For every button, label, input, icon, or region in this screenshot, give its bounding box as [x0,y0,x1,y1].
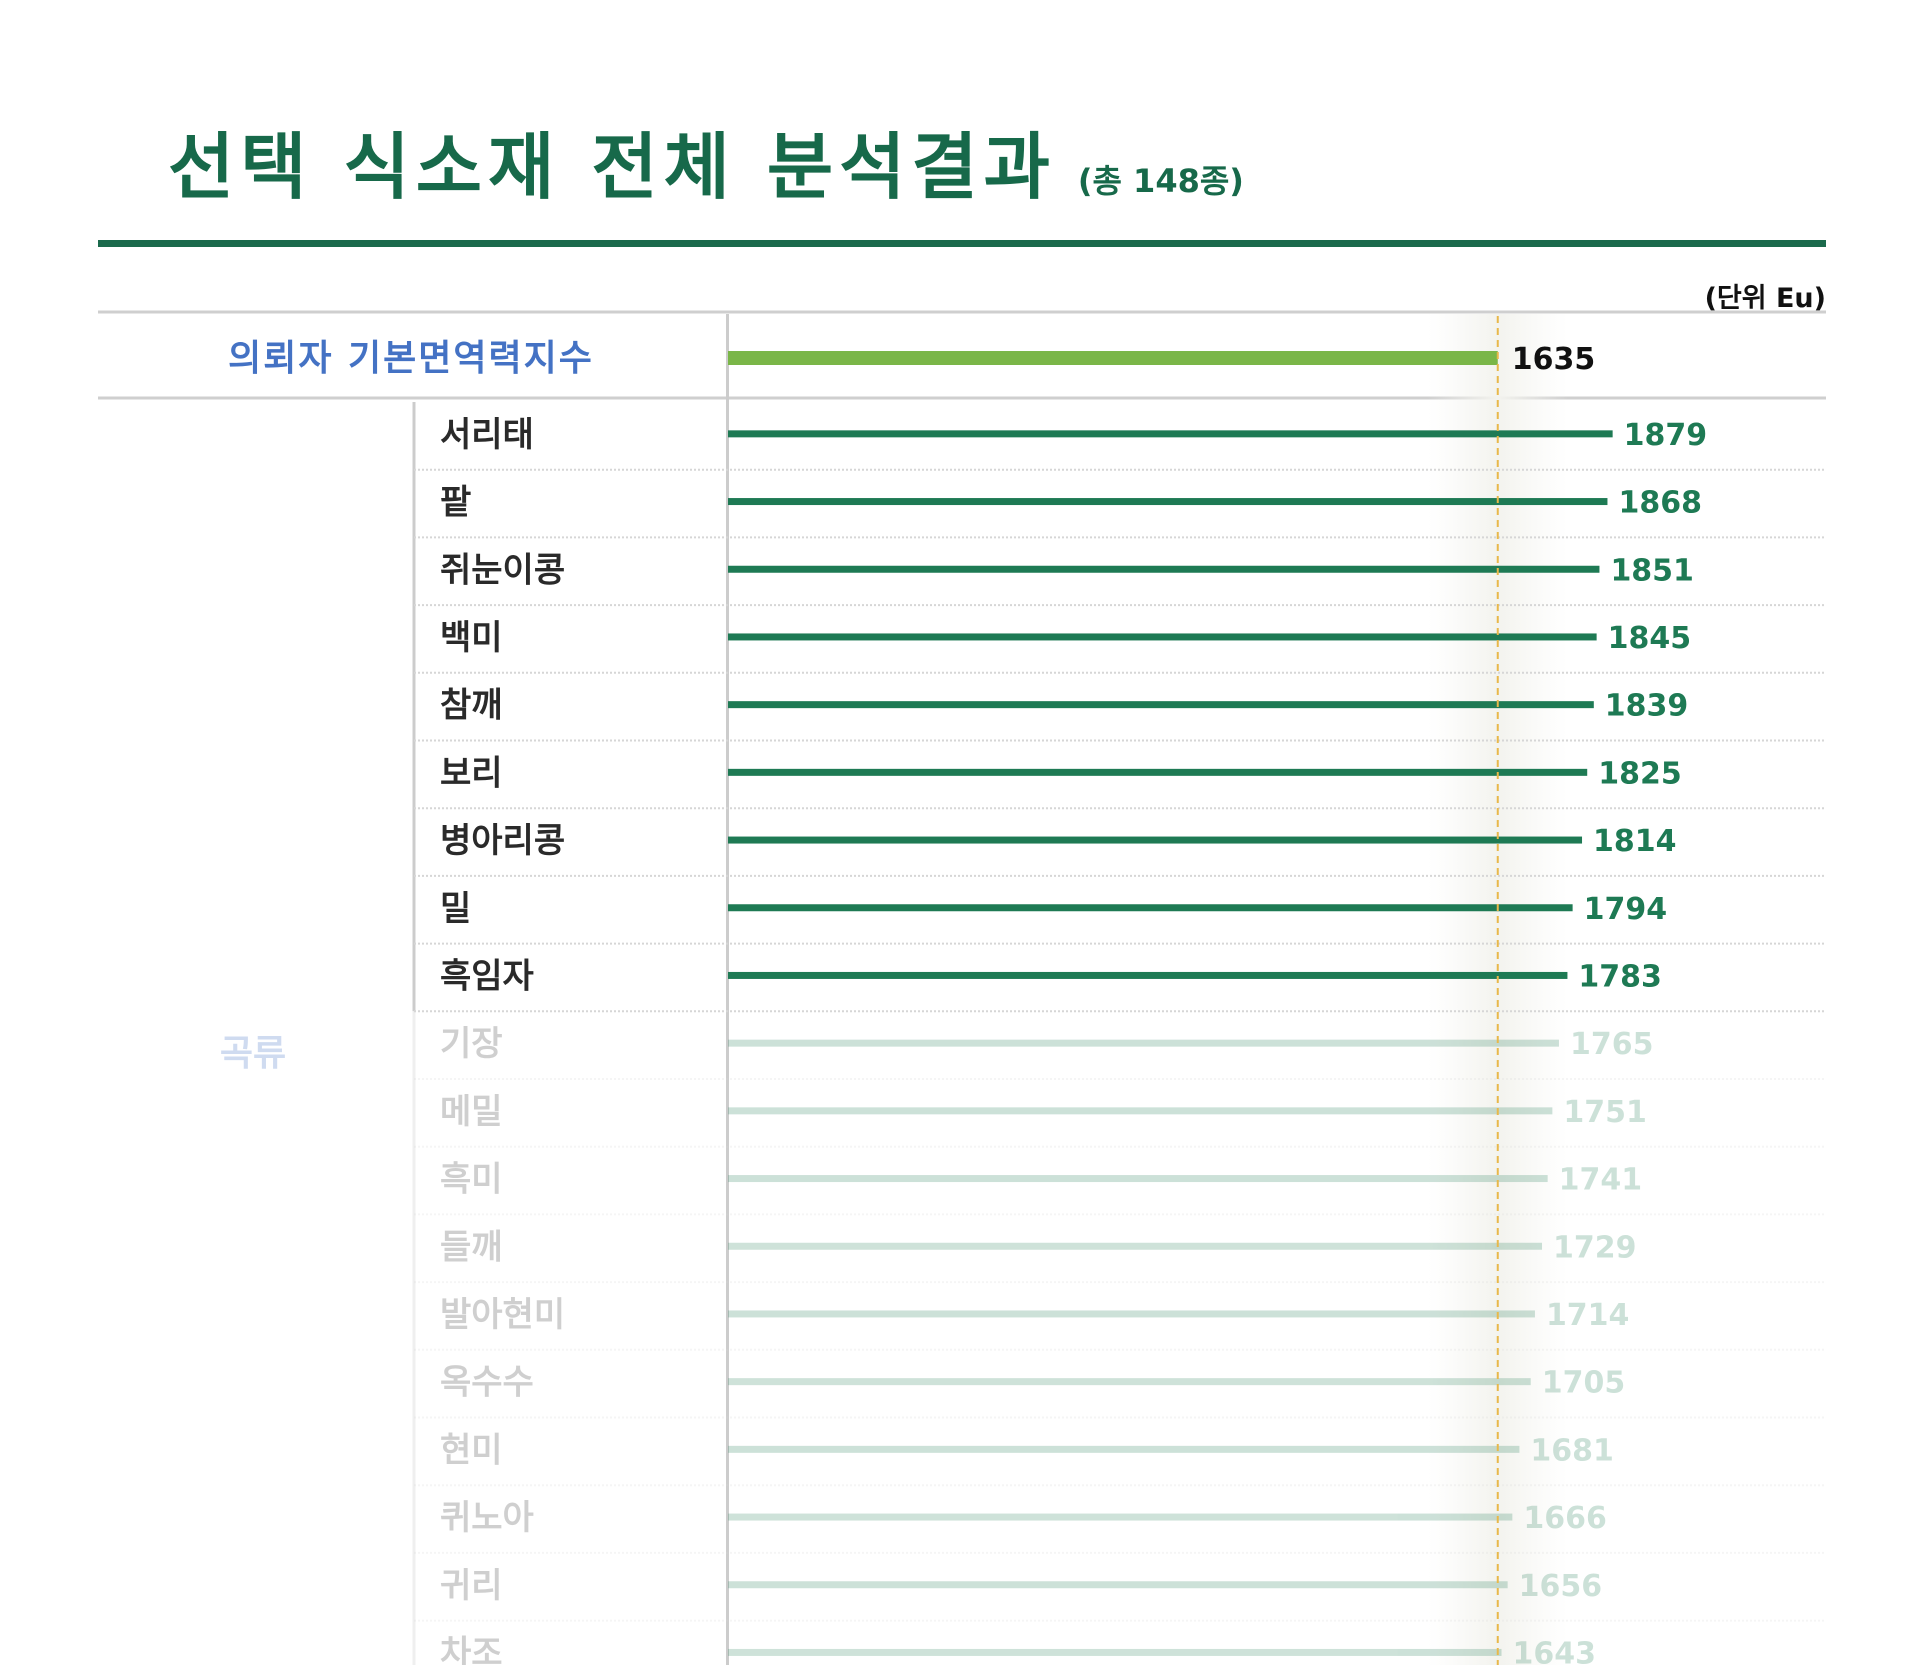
bar [728,836,1583,844]
bar [728,1445,1520,1453]
table-row: 옥수수 1705 [414,1363,1826,1419]
unit-label: (단위 Eu) [1704,283,1826,314]
category-label: 귀리 [440,1566,503,1606]
bar [728,971,1568,979]
bar [728,430,1613,438]
table-row: 귀리 1656 [414,1566,1826,1622]
category-label: 퀴노아 [440,1498,534,1538]
category-label: 메밀 [440,1092,503,1132]
reference-bar [728,351,1498,365]
category-label: 서리태 [440,415,534,455]
category-label: 옥수수 [440,1363,534,1403]
value-label: 1814 [1593,824,1677,859]
bar [728,1039,1559,1047]
table-row: 발아현미 1714 [414,1295,1826,1351]
bar [728,633,1597,641]
table-row: 퀴노아 1666 [414,1498,1826,1554]
title-divider [98,240,1826,247]
value-label: 1839 [1605,689,1689,724]
bar [728,701,1594,709]
table-row: 쥐눈이콩 1851 [414,550,1826,607]
table-row: 팥 1868 [414,483,1826,539]
category-label: 쥐눈이콩 [440,550,565,590]
category-label: 흑임자 [440,956,534,996]
bar [728,1513,1513,1521]
reference-value-label: 1635 [1512,342,1596,377]
value-label: 1765 [1570,1027,1654,1062]
table-row: 서리태 1879 [414,415,1826,471]
table-row: 흑임자 1783 [414,956,1826,1013]
bar [728,1648,1502,1656]
value-label: 1751 [1563,1095,1647,1130]
category-label: 참깨 [440,686,503,726]
bar [728,1310,1535,1318]
category-label: 팥 [440,483,471,523]
value-label: 1666 [1523,1501,1607,1536]
table-row: 메밀 1751 [414,1092,1826,1148]
table-row: 보리 1825 [414,753,1826,810]
bar [728,1242,1543,1250]
table-row: 기장 1765 [414,1024,1826,1080]
bar [728,1107,1553,1115]
category-label: 들깨 [440,1227,503,1267]
category-label: 기장 [440,1024,503,1064]
value-label: 1794 [1584,892,1668,927]
value-label: 1729 [1553,1230,1637,1265]
table-row: 참깨 1839 [414,686,1826,742]
bar [728,565,1600,573]
value-label: 1643 [1513,1636,1597,1665]
value-label: 1656 [1519,1569,1603,1604]
value-label: 1681 [1530,1433,1614,1468]
value-label: 1851 [1610,553,1694,588]
category-label: 밀 [440,889,471,929]
value-label: 1845 [1608,621,1692,656]
reference-name: 의뢰자 기본면역력지수 [228,338,594,379]
value-label: 1705 [1542,1366,1626,1401]
bar [728,498,1608,506]
table-row: 들깨 1729 [414,1227,1826,1284]
bar [728,1175,1548,1183]
table-row: 차조 1643 [440,1633,1596,1665]
category-label: 병아리콩 [440,821,565,861]
bar [728,904,1573,912]
table-row: 밀 1794 [414,889,1826,945]
table-row: 흑미 1741 [414,1160,1826,1216]
category-label: 발아현미 [440,1295,565,1335]
value-label: 1783 [1578,959,1662,994]
category-label: 차조 [440,1633,503,1665]
value-label: 1825 [1598,756,1682,791]
table-row: 병아리콩 1814 [414,821,1826,877]
category-label: 보리 [440,753,503,793]
bar [728,1581,1508,1589]
bar [728,1378,1531,1386]
group-label: 곡류 [220,1033,286,1074]
value-label: 1714 [1546,1298,1630,1333]
title-main: 선택 식소재 전체 분석결과 [168,125,1056,209]
value-label: 1741 [1559,1163,1643,1198]
category-label: 흑미 [440,1160,503,1200]
value-label: 1879 [1624,418,1708,453]
page-title: 선택 식소재 전체 분석결과 (총 148종) [168,108,1244,218]
table-row: 현미 1681 [414,1430,1826,1487]
category-label: 백미 [440,618,503,658]
table-row: 백미 1845 [414,618,1826,674]
bar [728,768,1588,776]
category-label: 현미 [440,1430,503,1470]
title-subtitle: (총 148종) [1077,162,1244,200]
value-label: 1868 [1618,486,1702,521]
